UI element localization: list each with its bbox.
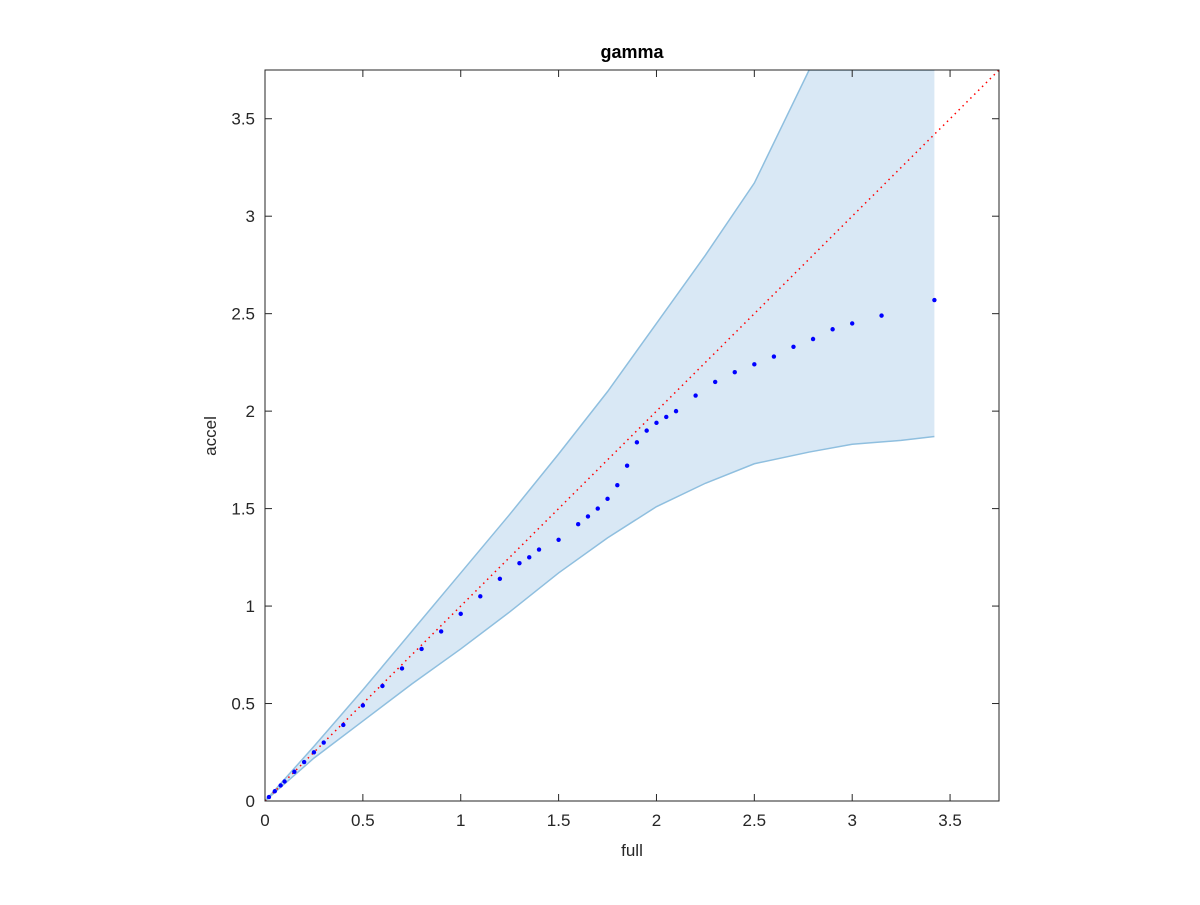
data-point — [624, 463, 630, 468]
data-point — [771, 354, 777, 359]
data-point — [272, 789, 277, 794]
data-point — [585, 514, 591, 519]
data-point — [830, 327, 835, 332]
data-point — [478, 594, 483, 599]
x-axis-label: full — [621, 841, 643, 860]
data-point — [850, 321, 855, 326]
data-point — [791, 344, 796, 350]
data-point — [536, 547, 542, 552]
data-point — [693, 393, 698, 398]
data-point — [575, 521, 581, 527]
x-tick-label: 3 — [847, 811, 856, 830]
data-point — [556, 537, 561, 542]
y-tick-label: 1 — [246, 597, 255, 616]
axes-box — [264, 69, 1000, 802]
data-point — [301, 759, 307, 765]
data-point — [644, 428, 649, 433]
band-edge — [265, 435, 935, 801]
data-point — [360, 703, 366, 708]
data-point — [527, 555, 532, 560]
x-tick-label: 1 — [456, 811, 465, 830]
reference-line — [265, 70, 999, 801]
data-point — [266, 794, 272, 800]
x-tick-label: 2.5 — [743, 811, 767, 830]
data-point — [282, 779, 287, 784]
data-point — [732, 369, 737, 375]
data-point — [595, 506, 600, 511]
data-point — [311, 750, 317, 755]
data-point — [497, 576, 503, 581]
data-point — [752, 362, 757, 367]
data-point — [380, 683, 385, 689]
data-point — [292, 769, 297, 774]
y-tick-label: 0.5 — [231, 695, 255, 714]
y-tick-label: 0 — [246, 792, 255, 811]
x-tick-label: 0.5 — [351, 811, 375, 830]
data-point — [654, 420, 659, 426]
data-point — [879, 313, 884, 318]
data-point — [712, 379, 718, 385]
data-point — [810, 336, 816, 342]
chart-title: gamma — [600, 42, 664, 62]
plot-area — [265, 70, 999, 801]
y-tick-label: 2.5 — [231, 305, 255, 324]
data-point — [634, 440, 640, 445]
data-point — [278, 783, 283, 788]
band-edge — [265, 70, 935, 801]
band-area — [265, 70, 935, 801]
data-point — [399, 666, 405, 671]
y-tick-label: 2 — [246, 402, 255, 421]
y-axis-label: accel — [201, 416, 220, 456]
x-tick-label: 0 — [260, 811, 269, 830]
y-tick-label: 1.5 — [231, 500, 255, 519]
data-point — [605, 496, 610, 502]
data-point — [438, 629, 444, 634]
x-tick-label: 2 — [652, 811, 661, 830]
data-point — [664, 414, 669, 420]
y-tick-label: 3 — [246, 207, 255, 226]
x-tick-label: 1.5 — [547, 811, 571, 830]
data-point — [615, 483, 620, 488]
data-point — [932, 297, 937, 303]
data-point — [419, 646, 424, 652]
data-point — [341, 722, 346, 728]
y-tick-label: 3.5 — [231, 110, 255, 129]
data-point — [458, 611, 463, 617]
data-point — [673, 408, 679, 414]
data-point — [517, 560, 522, 566]
data-point — [321, 740, 326, 745]
x-tick-label: 3.5 — [938, 811, 962, 830]
